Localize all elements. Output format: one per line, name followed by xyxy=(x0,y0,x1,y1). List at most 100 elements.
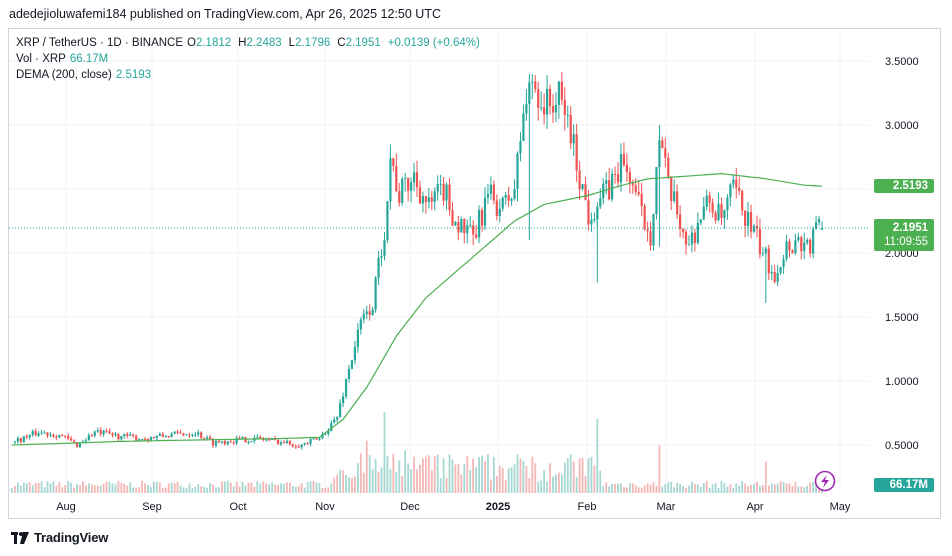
volume-bar xyxy=(445,477,448,493)
dema-label[interactable]: DEMA (200, close) xyxy=(16,69,112,81)
candle-body xyxy=(111,433,114,436)
candle-body xyxy=(285,440,289,443)
volume-bar xyxy=(321,487,324,493)
volume-bar xyxy=(22,482,25,493)
tradingview-brand[interactable]: TradingView xyxy=(11,530,108,545)
candle-body xyxy=(681,228,685,232)
candle-body xyxy=(356,329,359,347)
candle-body xyxy=(226,441,229,445)
candle-body xyxy=(711,202,714,213)
volume-bar xyxy=(460,474,463,493)
volume-bar xyxy=(646,483,649,493)
candle-body xyxy=(702,206,705,220)
candle-body xyxy=(220,441,223,443)
volume-bar xyxy=(714,482,717,493)
volume-bar xyxy=(212,484,214,493)
candle-body xyxy=(37,433,40,436)
volume-bar xyxy=(280,483,282,493)
candle-body xyxy=(31,431,34,435)
candle-body xyxy=(306,443,309,445)
candle-body xyxy=(132,434,135,436)
volume-bar xyxy=(800,486,803,493)
candle-body xyxy=(374,277,377,310)
volume-bar xyxy=(268,484,271,493)
volume-bar xyxy=(779,481,782,493)
volume-bar xyxy=(667,482,670,493)
candle-body xyxy=(344,378,348,397)
volume-bar xyxy=(356,463,359,493)
volume-bar xyxy=(11,488,13,493)
chart-frame[interactable] xyxy=(8,28,941,519)
candle-body xyxy=(460,218,463,233)
volume-bar xyxy=(389,469,392,493)
candle-body xyxy=(664,148,667,158)
volume-bar xyxy=(85,485,87,493)
volume-bar xyxy=(572,461,575,493)
candle-body xyxy=(179,432,182,434)
volume-bar xyxy=(150,487,152,493)
candle-body xyxy=(483,197,487,226)
volume-bar xyxy=(555,474,557,493)
candle-body xyxy=(13,441,17,443)
volume-bar xyxy=(250,482,253,493)
candle-body xyxy=(75,442,79,448)
volume-bar xyxy=(374,458,377,493)
candle-body xyxy=(155,435,158,438)
candle-body xyxy=(522,113,525,142)
candle-body xyxy=(19,438,22,443)
candle-body xyxy=(288,440,291,445)
candle-body xyxy=(235,437,238,444)
candle-body xyxy=(182,433,185,436)
volume-bar xyxy=(504,480,507,493)
volume-bar xyxy=(705,481,708,493)
symbol-label[interactable]: XRP / TetherUS · 1D · BINANCE xyxy=(16,37,184,49)
time-axis: Aug Sep Oct Nov Dec 2025 Feb Mar Apr May xyxy=(56,501,851,513)
candle-body xyxy=(176,431,179,433)
volume-bar xyxy=(492,456,495,493)
volume-bar xyxy=(469,470,472,493)
candle-body xyxy=(510,198,513,201)
volume-bar xyxy=(362,472,365,493)
volume-bar xyxy=(247,482,250,493)
volume-bar xyxy=(223,481,226,493)
candle-body xyxy=(347,368,351,379)
candle-body xyxy=(820,228,824,230)
volume-bar xyxy=(345,475,347,493)
candle-body xyxy=(173,431,176,434)
candle-body xyxy=(404,177,407,179)
candle-body xyxy=(477,210,481,238)
candle-body xyxy=(105,430,108,432)
volume-bar xyxy=(253,486,256,493)
volume-bar xyxy=(407,463,410,493)
volume-bar xyxy=(17,482,19,493)
volume-bar xyxy=(679,483,682,493)
candle-body xyxy=(797,237,800,241)
candle-body xyxy=(389,158,392,202)
candle-body xyxy=(40,432,43,434)
dema-value: 2.5193 xyxy=(115,69,152,81)
volume-bar xyxy=(161,488,164,493)
candle-body xyxy=(300,444,303,448)
candle-body xyxy=(495,200,498,216)
time-tick-label: Feb xyxy=(578,501,597,513)
candle-body xyxy=(265,439,268,441)
volume-bar xyxy=(759,485,761,493)
price-tick-label: 1.0000 xyxy=(885,376,919,388)
volume-bar xyxy=(265,483,268,493)
candle-body xyxy=(424,196,427,203)
candle-body xyxy=(430,197,433,202)
candle-body xyxy=(72,440,76,443)
candle-body xyxy=(164,436,167,438)
candle-body xyxy=(791,250,794,254)
candle-body xyxy=(442,183,445,201)
lightning-icon[interactable] xyxy=(814,470,836,492)
volume-bar xyxy=(318,482,321,493)
volume-label[interactable]: Vol · XRP xyxy=(16,53,66,65)
volume-bar xyxy=(424,456,427,493)
volume-bar xyxy=(507,468,510,493)
volume-bar xyxy=(442,458,445,493)
candle-body xyxy=(120,435,123,440)
candle-body xyxy=(238,437,241,439)
candle-body xyxy=(138,439,141,441)
